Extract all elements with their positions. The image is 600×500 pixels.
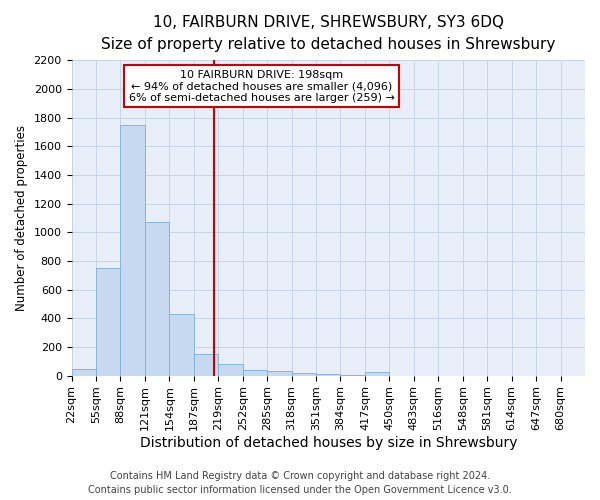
- Y-axis label: Number of detached properties: Number of detached properties: [15, 125, 28, 311]
- Bar: [292, 373, 316, 376]
- Text: 10 FAIRBURN DRIVE: 198sqm
← 94% of detached houses are smaller (4,096)
6% of sem: 10 FAIRBURN DRIVE: 198sqm ← 94% of detac…: [128, 70, 394, 103]
- Bar: [121, 125, 145, 376]
- Bar: [145, 222, 169, 376]
- Text: Contains HM Land Registry data © Crown copyright and database right 2024.
Contai: Contains HM Land Registry data © Crown c…: [88, 471, 512, 495]
- Bar: [169, 314, 194, 376]
- Bar: [71, 368, 96, 376]
- Bar: [316, 374, 340, 376]
- Bar: [218, 364, 242, 376]
- Bar: [96, 268, 121, 376]
- X-axis label: Distribution of detached houses by size in Shrewsbury: Distribution of detached houses by size …: [140, 436, 517, 450]
- Bar: [267, 372, 292, 376]
- Bar: [194, 354, 218, 376]
- Title: 10, FAIRBURN DRIVE, SHREWSBURY, SY3 6DQ
Size of property relative to detached ho: 10, FAIRBURN DRIVE, SHREWSBURY, SY3 6DQ …: [101, 15, 556, 52]
- Bar: [365, 372, 389, 376]
- Bar: [242, 370, 267, 376]
- Bar: [340, 375, 365, 376]
